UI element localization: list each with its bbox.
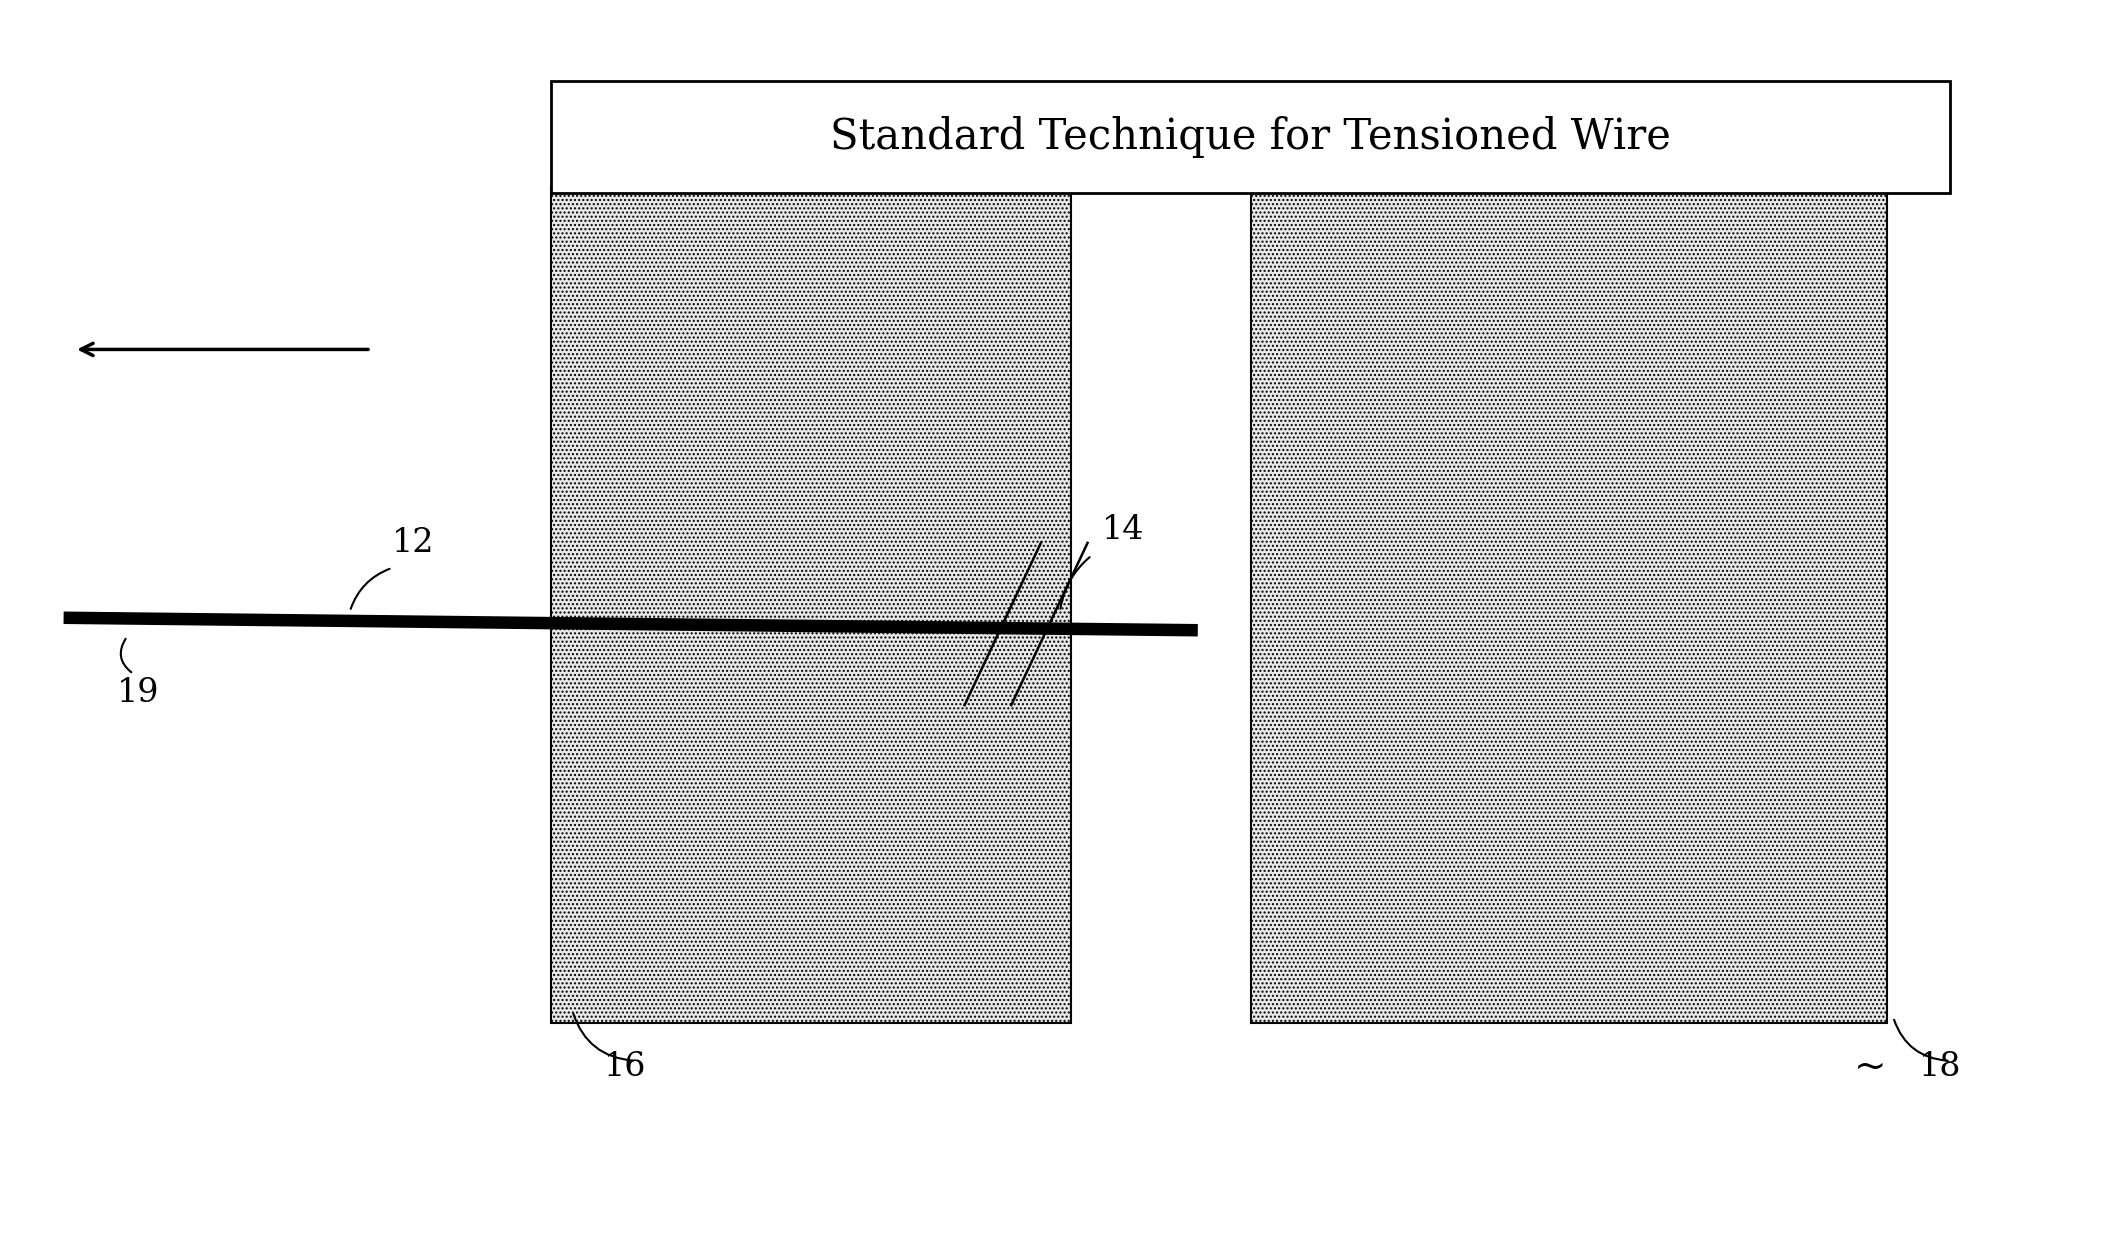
Text: ~: ~ xyxy=(1855,1048,1887,1086)
Text: 16: 16 xyxy=(604,1051,647,1083)
Bar xyxy=(551,81,1950,193)
Text: 19: 19 xyxy=(117,676,159,709)
Bar xyxy=(551,187,1071,1023)
Text: 18: 18 xyxy=(1919,1051,1961,1083)
Text: 14: 14 xyxy=(1102,514,1145,547)
Text: Standard Technique for Tensioned Wire: Standard Technique for Tensioned Wire xyxy=(831,116,1671,158)
Text: 12: 12 xyxy=(392,527,435,559)
Bar xyxy=(1251,187,1887,1023)
